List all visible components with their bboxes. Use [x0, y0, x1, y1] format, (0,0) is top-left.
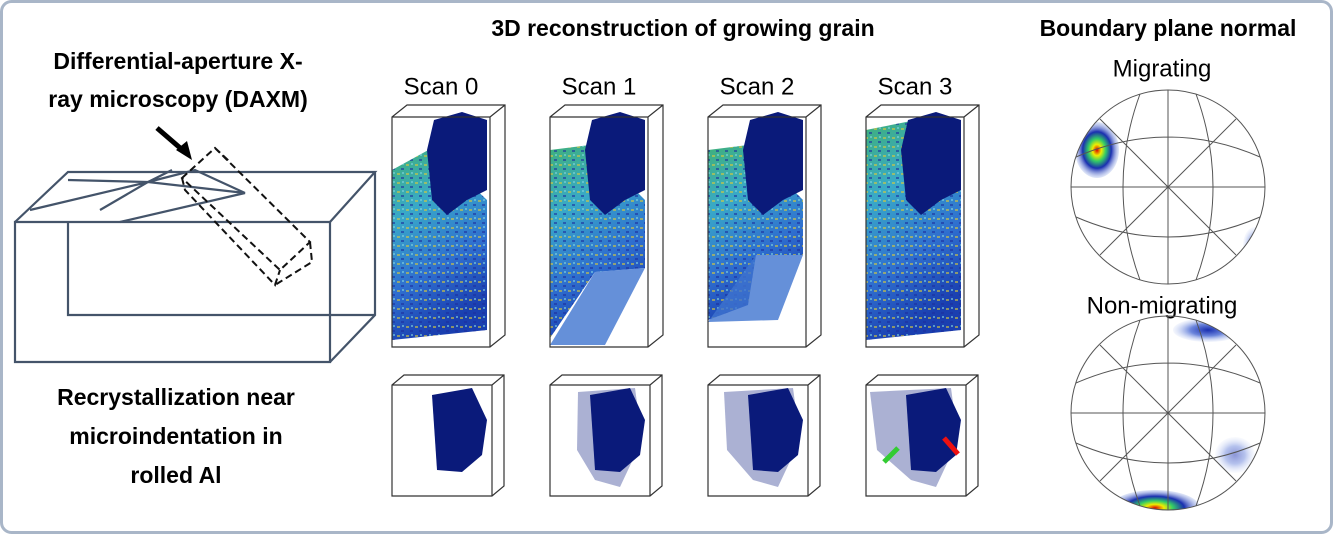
frame [707, 104, 822, 348]
grain [901, 112, 961, 215]
arrow-head [176, 141, 192, 160]
scan-label: Scan 0 [404, 73, 479, 100]
caption-line: Recrystallization near [57, 384, 295, 410]
frame [549, 374, 663, 497]
caption-line: rolled Al [130, 462, 221, 488]
center-title: 3D reconstruction of growing grain [491, 15, 874, 41]
right-title: Boundary plane normal [1040, 15, 1297, 41]
net-label: Non-migrating [1087, 292, 1238, 319]
grain-shape [865, 374, 979, 497]
frame [549, 104, 664, 348]
density-peak [1110, 490, 1200, 510]
daxm-line: Differential-aperture X- [53, 48, 302, 74]
grain-shape [391, 374, 505, 497]
caption: Recrystallization near microindentation … [57, 384, 295, 488]
grain-core [906, 388, 961, 472]
net-label: Migrating [1113, 55, 1212, 82]
daxm-label: Differential-aperture X- ray microscopy … [48, 48, 307, 112]
frame [707, 374, 821, 497]
red-arrow [942, 436, 960, 456]
caption-line: microindentation in [69, 423, 282, 449]
frame [391, 104, 506, 348]
scan-volume [707, 104, 822, 348]
great-circles [1071, 90, 1265, 284]
orientation-map [708, 255, 803, 322]
grain [585, 112, 645, 215]
daxm-line: ray microscopy (DAXM) [48, 86, 307, 112]
grain-shape [707, 374, 821, 497]
scan-volume [391, 104, 506, 348]
frame [865, 374, 979, 497]
great-circles [1071, 316, 1265, 510]
grain-shape [549, 374, 663, 497]
scan-volume [865, 104, 980, 348]
grain-core [432, 388, 487, 472]
beam-box [180, 146, 314, 287]
sample-block [13, 168, 378, 364]
green-arrow [882, 446, 900, 464]
density-tail [1215, 437, 1255, 473]
grain-core [748, 388, 803, 472]
scan-label: Scan 1 [562, 73, 637, 100]
frame [865, 104, 980, 348]
frame [391, 374, 505, 497]
scan-volume [549, 104, 664, 348]
grain [427, 112, 487, 215]
grain [743, 112, 803, 215]
orientation-map [550, 268, 645, 345]
grain-core [590, 388, 645, 472]
scan-label: Scan 3 [878, 73, 953, 100]
scan-label: Scan 2 [720, 73, 795, 100]
